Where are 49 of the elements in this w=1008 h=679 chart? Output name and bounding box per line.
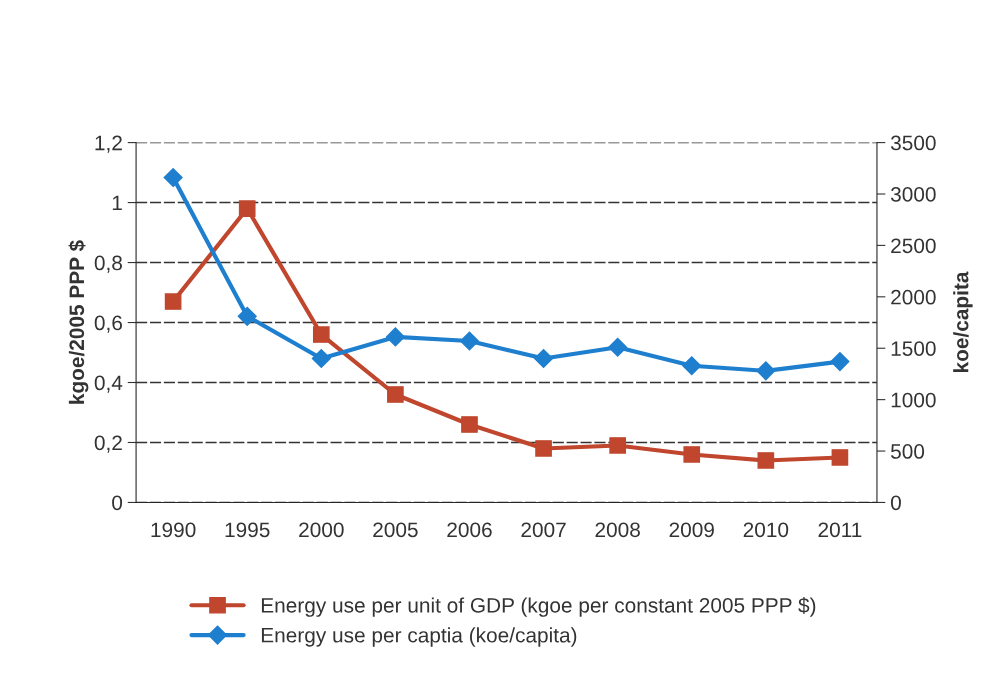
x-tick-label: 2008 — [595, 522, 640, 538]
y2-tick-label: 1000 — [891, 392, 936, 408]
y-tick-label: 1 — [112, 195, 122, 211]
point — [385, 327, 405, 347]
x-tick-label: 1995 — [225, 522, 270, 538]
legend-label: Energy use per unit of GDP (kgoe per constant 2005 PPP $) — [261, 597, 816, 617]
y2-tick-label: 0 — [890, 495, 901, 511]
point — [387, 386, 404, 403]
x-tick-label: 1990 — [151, 522, 196, 538]
x-tick-label: 2000 — [299, 522, 344, 538]
point — [461, 416, 478, 433]
point — [757, 452, 775, 469]
y2-tick-label: 500 — [890, 444, 925, 459]
point — [608, 337, 628, 357]
point — [683, 446, 701, 463]
y-tick-label: 0,6 — [94, 315, 122, 333]
point — [830, 352, 850, 372]
x-tick-label: 2009 — [669, 522, 714, 538]
point — [459, 331, 480, 351]
point — [238, 200, 256, 217]
y2-axis-title: koe/capita — [953, 271, 973, 373]
y-tick-label: 0 — [112, 495, 123, 511]
point — [535, 440, 552, 457]
y-tick-label: 0,2 — [94, 435, 122, 453]
y-tick-label: 0,8 — [94, 255, 122, 273]
point — [831, 449, 849, 466]
y2-tick-label: 2500 — [891, 238, 936, 254]
point — [164, 293, 182, 310]
y2-tick-label: 3500 — [890, 135, 936, 151]
point — [609, 437, 626, 454]
point — [237, 306, 257, 326]
x-tick-label: 2006 — [447, 522, 492, 538]
x-tick-label: 2005 — [373, 522, 418, 538]
point — [534, 348, 554, 369]
y-tick-label: 1,2 — [95, 135, 122, 153]
point — [163, 168, 183, 188]
x-tick-label: 2010 — [743, 522, 789, 538]
y2-tick-label: 3000 — [890, 187, 936, 202]
y-tick-label: 0,4 — [94, 375, 123, 393]
point — [756, 361, 776, 381]
x-tick-label: 2011 — [818, 522, 862, 538]
point — [311, 348, 331, 369]
y2-tick-label: 1500 — [891, 341, 936, 356]
legend-label: Energy use per captia (koe/capita) — [261, 627, 577, 647]
x-tick-label: 2007 — [521, 522, 566, 538]
point — [312, 326, 330, 343]
point — [682, 356, 702, 376]
y2-tick-label: 2000 — [891, 289, 936, 305]
y-axis-title: kgoe/2005 PPP $ — [68, 240, 89, 404]
